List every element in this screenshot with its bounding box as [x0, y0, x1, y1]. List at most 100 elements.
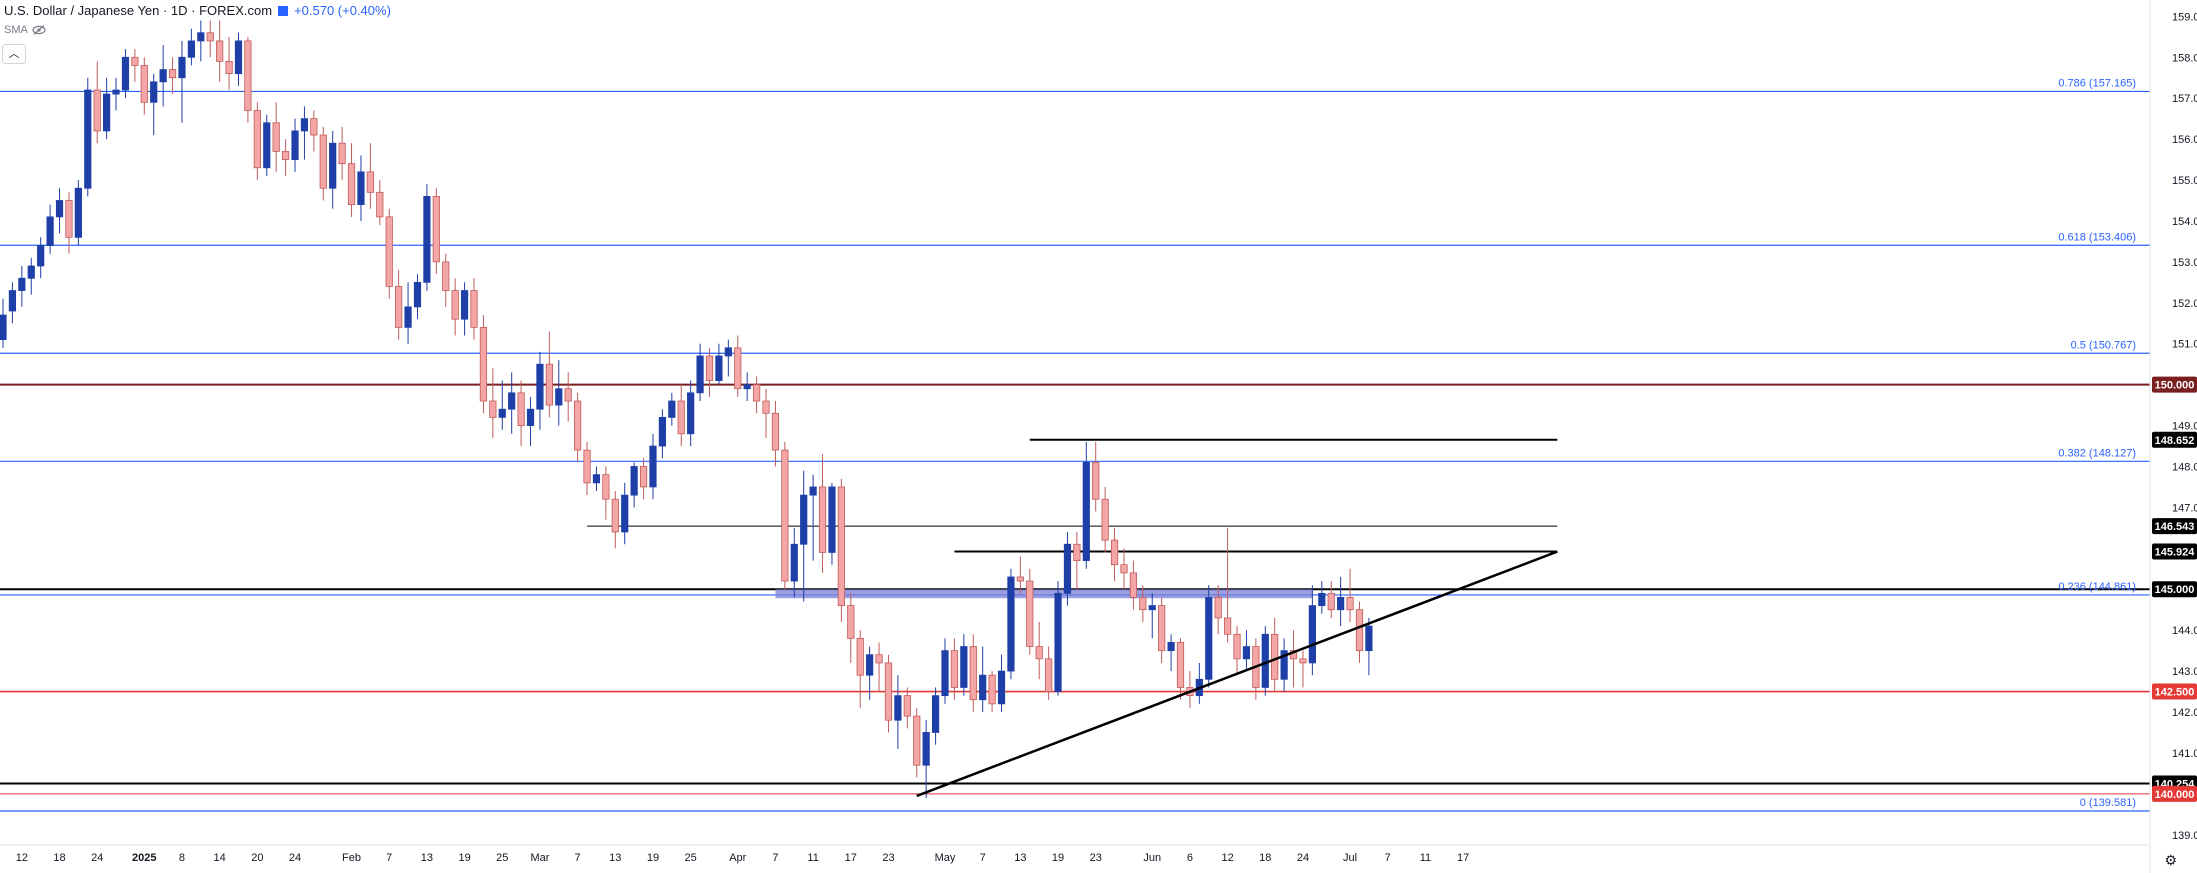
- candle-18: [168, 57, 177, 95]
- candle-14: [131, 49, 139, 82]
- x-tick-label-24: 7: [980, 852, 986, 864]
- candle-4: [37, 237, 45, 279]
- fib-label-3: 0.382 (148.127): [2058, 447, 2136, 459]
- candle-119: [1120, 548, 1128, 590]
- horizontal-levels: [0, 90, 2150, 812]
- candle-30: [281, 139, 290, 176]
- x-tick-label-14: 7: [575, 852, 581, 864]
- candle-138: [1299, 650, 1307, 688]
- x-tick-label-8: Feb: [342, 852, 361, 864]
- x-tick-label-29: 6: [1187, 852, 1193, 864]
- gear-icon[interactable]: ⚙: [2164, 852, 2177, 868]
- candle-38: [357, 155, 365, 221]
- candle-123: [1158, 597, 1166, 663]
- price-axis: 139.000140.000141.000142.000143.000144.0…: [2172, 11, 2197, 841]
- y-tick-label-2: 141.000: [2172, 748, 2197, 760]
- candle-41: [385, 208, 393, 299]
- price-axis-level-labels: 150.000142.500145.000140.254140.000148.6…: [2152, 376, 2197, 802]
- candle-26: [244, 36, 252, 123]
- candle-131: [1233, 626, 1241, 676]
- candle-16: [150, 73, 158, 136]
- candle-7: [65, 192, 73, 254]
- x-tick-label-30: 12: [1221, 852, 1233, 864]
- candle-78: [734, 335, 742, 397]
- candle-24: [225, 36, 233, 91]
- x-tick-label-35: 11: [1420, 852, 1431, 864]
- candle-113: [1063, 531, 1072, 606]
- candle-69: [649, 433, 657, 500]
- candle-36: [338, 126, 346, 181]
- candle-117: [1101, 486, 1109, 553]
- candle-21: [197, 20, 205, 62]
- x-tick-label-13: Mar: [530, 852, 549, 864]
- x-tick-label-23: May: [935, 852, 956, 864]
- x-tick-label-26: 19: [1052, 852, 1064, 864]
- candle-60: [564, 372, 572, 422]
- candle-28: [263, 114, 271, 176]
- candle-17: [159, 45, 167, 107]
- indicator-legend[interactable]: SMA: [4, 24, 46, 36]
- trendline: [916, 550, 1558, 798]
- chart-header: U.S. Dollar / Japanese Yen · 1D · FOREX.…: [4, 3, 391, 18]
- candle-90: [847, 593, 855, 663]
- candle-1: [8, 282, 17, 324]
- candle-8: [74, 180, 82, 246]
- candle-15: [140, 57, 148, 115]
- candle-67: [630, 462, 638, 508]
- candle-76: [715, 343, 723, 385]
- svg-text:148.652: 148.652: [2155, 435, 2195, 447]
- candle-129: [1214, 585, 1222, 635]
- candle-37: [347, 143, 356, 217]
- candle-55: [517, 380, 525, 447]
- candle-98: [922, 720, 930, 798]
- candle-106: [997, 654, 1006, 713]
- candle-137: [1289, 630, 1298, 688]
- fib-label-2: 0.5 (150.767): [2071, 339, 2136, 351]
- candle-130: [1224, 527, 1232, 643]
- candle-100: [941, 638, 949, 704]
- candle-85: [800, 470, 808, 602]
- candle-72: [677, 384, 685, 447]
- y-tick-label-12: 151.000: [2172, 339, 2197, 351]
- svg-text:146.543: 146.543: [2155, 521, 2195, 533]
- candle-3: [27, 257, 35, 295]
- candle-136: [1280, 638, 1288, 692]
- candle-63: [592, 466, 601, 492]
- candle-13: [121, 49, 130, 99]
- candle-43: [404, 282, 412, 344]
- x-tick-label-33: Jul: [1343, 852, 1357, 864]
- candle-49: [460, 282, 469, 336]
- candle-22: [206, 20, 214, 58]
- y-tick-label-4: 143.000: [2172, 666, 2197, 678]
- candle-126: [1186, 671, 1194, 708]
- candle-42: [395, 270, 403, 340]
- y-tick-label-18: 157.000: [2172, 93, 2197, 105]
- candlesticks: [0, 20, 1373, 798]
- candle-65: [611, 491, 619, 549]
- candle-144: [1355, 601, 1364, 663]
- svg-text:140.000: 140.000: [2155, 789, 2195, 801]
- candle-125: [1176, 638, 1185, 700]
- resistance-zone-band: [775, 589, 1313, 599]
- candle-80: [753, 376, 761, 414]
- candle-77: [724, 339, 732, 377]
- resistance-zone: [775, 589, 1313, 599]
- candle-87: [818, 454, 827, 573]
- x-tick-label-4: 8: [179, 852, 185, 864]
- collapse-legend-button[interactable]: ︿: [2, 44, 26, 64]
- candle-50: [470, 278, 478, 340]
- eye-off-icon[interactable]: [32, 25, 46, 35]
- candle-141: [1327, 581, 1335, 618]
- candle-19: [178, 40, 186, 123]
- symbol-title[interactable]: U.S. Dollar / Japanese Yen · 1D · FOREX.…: [4, 3, 273, 18]
- candle-111: [1045, 646, 1053, 700]
- price-change: +0.570 (+0.40%): [294, 3, 391, 18]
- candle-12: [112, 77, 120, 111]
- candle-45: [423, 184, 431, 291]
- candle-88: [828, 482, 836, 565]
- candle-79: [743, 372, 751, 402]
- chevron-up-icon: ︿: [8, 48, 20, 60]
- candle-73: [687, 380, 695, 447]
- candle-23: [216, 20, 224, 82]
